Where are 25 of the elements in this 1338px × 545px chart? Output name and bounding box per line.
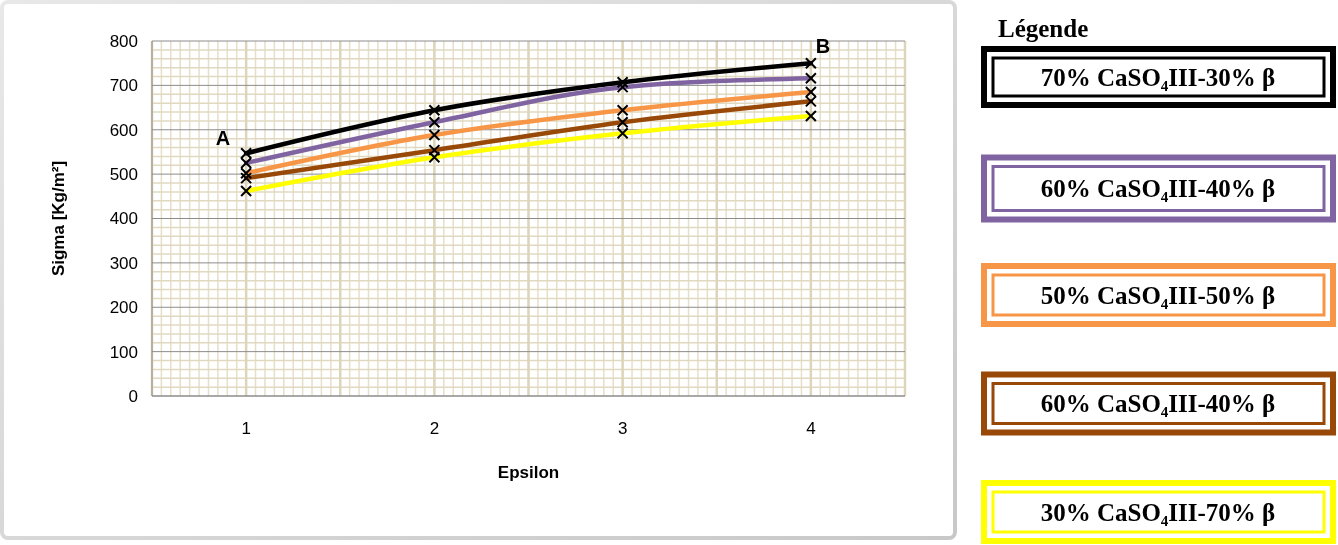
x-tick-label: 2 xyxy=(429,419,440,438)
point xyxy=(616,76,629,89)
y-tick-label: 0 xyxy=(128,386,138,406)
y-tick-label: 100 xyxy=(109,342,138,362)
x-tick-label: 3 xyxy=(617,419,628,438)
annotation: B xyxy=(815,35,831,58)
x-tick-label: 1 xyxy=(241,419,251,438)
annotation: A xyxy=(215,127,231,150)
y-tick-label: 400 xyxy=(109,209,138,229)
text: 70% CaSO₄III-30% β xyxy=(1040,63,1276,91)
text: 50% CaSO₄III-50% β xyxy=(1040,281,1276,309)
y-tick-label: 200 xyxy=(109,298,138,318)
y-tick-label: 500 xyxy=(109,165,138,185)
point xyxy=(804,57,817,70)
legend-title: Légende xyxy=(998,15,1089,42)
text: 30% CaSO₄III-70% β xyxy=(1040,498,1276,526)
y-tick-label: 300 xyxy=(109,253,138,273)
text: 60% CaSO₄III-40% β xyxy=(1040,390,1276,418)
y-tick-label: 800 xyxy=(109,31,138,51)
text: 60% CaSO₄III-40% β xyxy=(1040,175,1276,203)
x-tick-label: 4 xyxy=(806,419,816,438)
y-tick-label: 600 xyxy=(109,120,138,140)
x-axis-title: Epsilon xyxy=(497,463,560,482)
y-axis-title: Sigma [Kg/m²] xyxy=(49,160,68,277)
y-tick-label: 700 xyxy=(109,76,138,96)
